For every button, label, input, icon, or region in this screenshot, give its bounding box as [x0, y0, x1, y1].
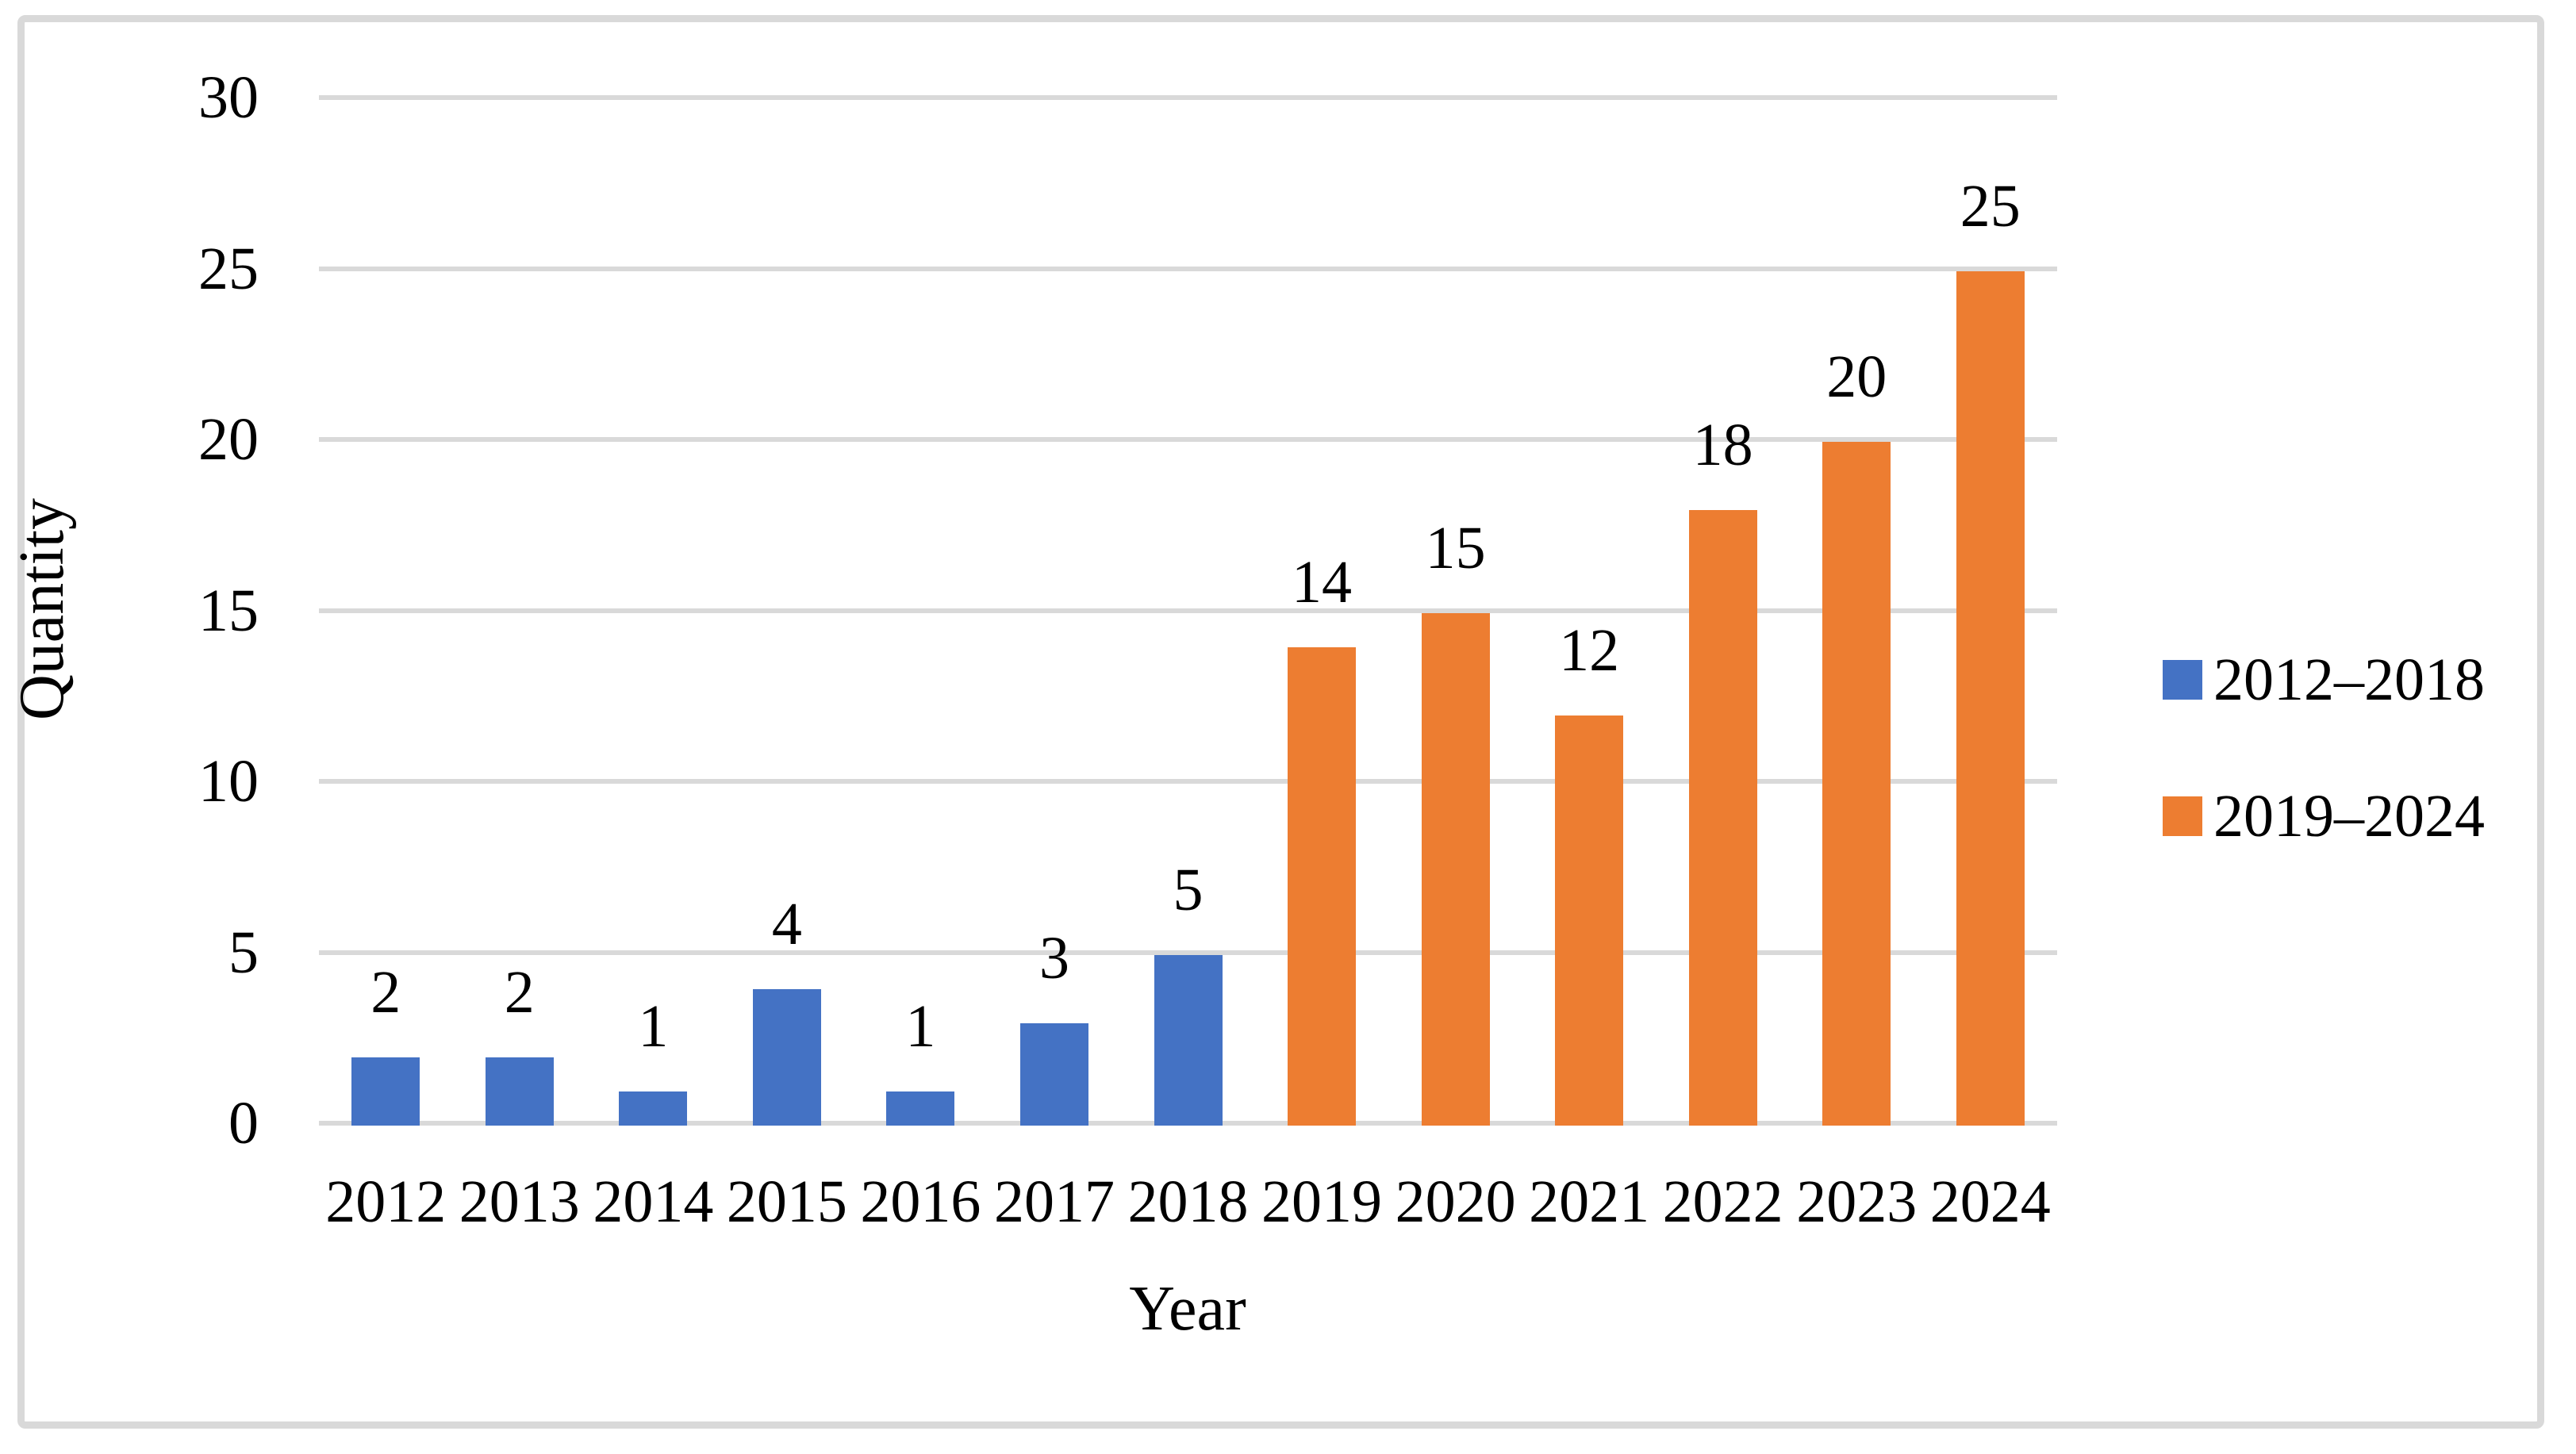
y-tick-label-10: 10 [198, 748, 259, 815]
x-tick-label-2019: 2019 [1261, 1168, 1383, 1235]
bar-2021 [1555, 715, 1624, 1126]
bar-value-label-2020: 15 [1425, 514, 1486, 581]
y-tick-label-5: 5 [228, 919, 259, 986]
bar-2022 [1688, 510, 1757, 1126]
y-tick-label-15: 15 [198, 577, 259, 644]
y-tick-label-25: 25 [198, 235, 259, 302]
y-tick-label-0: 0 [228, 1090, 259, 1157]
x-tick-label-2024: 2024 [1929, 1168, 2051, 1235]
bar-value-label-2013: 2 [504, 958, 535, 1026]
bar-2018 [1154, 954, 1223, 1126]
bar-2016 [886, 1091, 955, 1126]
x-tick-label-2012: 2012 [325, 1168, 447, 1235]
bar-value-label-2023: 20 [1826, 343, 1887, 410]
gridline-y-30 [319, 95, 2057, 100]
bar-2017 [1019, 1022, 1088, 1126]
bar-2023 [1822, 442, 1891, 1126]
gridline-y-20 [319, 437, 2057, 442]
bar-value-label-2021: 12 [1559, 616, 1620, 684]
bar-2024 [1956, 270, 2025, 1126]
bar-value-label-2018: 5 [1173, 856, 1204, 923]
bar-2015 [752, 988, 821, 1126]
x-tick-label-2020: 2020 [1395, 1168, 1516, 1235]
gridline-y-10 [319, 779, 2057, 784]
bar-value-label-2016: 1 [905, 992, 936, 1060]
y-axis-title: Quantity [7, 498, 77, 720]
bar-2020 [1421, 612, 1490, 1126]
x-tick-label-2014: 2014 [593, 1168, 714, 1235]
legend-swatch-1 [2163, 660, 2202, 700]
bar-value-label-2017: 3 [1038, 924, 1069, 992]
bar-value-label-2012: 2 [370, 958, 401, 1026]
y-tick-label-20: 20 [198, 406, 259, 473]
bar-2014 [619, 1091, 688, 1126]
bar-value-label-2015: 4 [771, 890, 802, 957]
bar-value-label-2022: 18 [1692, 412, 1753, 479]
x-tick-label-2018: 2018 [1127, 1168, 1249, 1235]
chart-border-frame [17, 15, 2544, 1429]
bar-value-label-2014: 1 [638, 992, 669, 1060]
bar-2012 [351, 1057, 420, 1126]
gridline-y-25 [319, 266, 2057, 271]
legend-label-1: 2012–2018 [2213, 646, 2485, 713]
x-axis-title: Year [1129, 1274, 1246, 1344]
x-tick-label-2013: 2013 [459, 1168, 580, 1235]
legend-swatch-2 [2163, 796, 2202, 836]
x-tick-label-2017: 2017 [993, 1168, 1115, 1235]
x-tick-label-2016: 2016 [860, 1168, 981, 1235]
y-tick-label-30: 30 [198, 64, 259, 131]
x-tick-label-2022: 2022 [1662, 1168, 1783, 1235]
x-tick-label-2023: 2023 [1796, 1168, 1918, 1235]
gridline-y-5 [319, 950, 2057, 955]
bar-2013 [485, 1057, 554, 1126]
legend-label-2: 2019–2024 [2213, 783, 2485, 850]
x-tick-label-2021: 2021 [1529, 1168, 1650, 1235]
bar-value-label-2024: 25 [1960, 172, 2021, 240]
bar-2019 [1288, 646, 1357, 1126]
bar-value-label-2019: 14 [1292, 548, 1353, 616]
x-tick-label-2015: 2015 [726, 1168, 847, 1235]
gridline-y-15 [319, 608, 2057, 613]
